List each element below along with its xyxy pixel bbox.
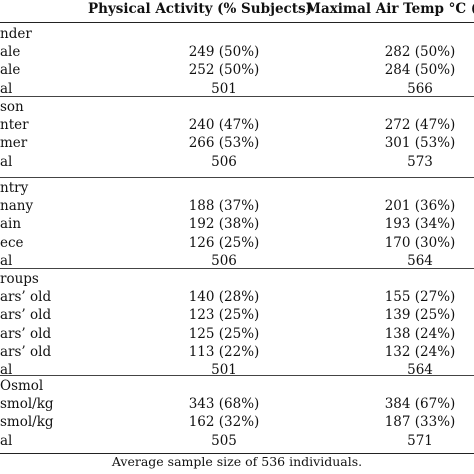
table-row: ars’ old 123 (25%) 139 (25%) [0, 307, 474, 324]
row-label: mer [0, 135, 28, 152]
table-row: al 501 566 [0, 81, 474, 98]
max-air-temp-value: 132 (24%) [384, 343, 456, 360]
physical-activity-value: 343 (68%) [188, 396, 260, 413]
physical-activity-value: 505 [211, 432, 237, 449]
max-air-temp-value: 139 (25%) [384, 307, 456, 324]
row-label: al [0, 432, 13, 449]
physical-activity-value: 249 (50%) [188, 44, 260, 61]
table-row: al 506 564 [0, 253, 474, 270]
group-title-label: Osmol [0, 378, 44, 394]
physical-activity-value: 123 (25%) [188, 307, 260, 324]
physical-activity-value: 240 (47%) [188, 117, 260, 134]
group-title-label: nder [0, 26, 32, 42]
table-caption: Average sample size of 536 individuals. [111, 454, 363, 469]
row-label: ale [0, 44, 21, 61]
group-title-label: son [0, 99, 24, 115]
group-title: roups [0, 271, 474, 288]
max-air-temp-value: 201 (36%) [384, 198, 456, 215]
table-row: al 501 564 [0, 362, 474, 379]
table-row: ars’ old 140 (28%) 155 (27%) [0, 289, 474, 306]
physical-activity-value: 506 [211, 153, 237, 170]
table-row: ars’ old 125 (25%) 138 (24%) [0, 326, 474, 343]
group-title: son [0, 99, 474, 116]
physical-activity-value: 125 (25%) [188, 325, 260, 342]
row-label: nany [0, 198, 34, 215]
max-air-temp-value: 564 [407, 362, 433, 378]
physical-activity-value: 126 (25%) [188, 234, 260, 251]
table-row: al 506 573 [0, 154, 474, 171]
max-air-temp-value: 573 [407, 153, 433, 170]
row-label: smol/kg [0, 414, 54, 431]
physical-activity-value: 266 (53%) [188, 135, 260, 152]
table-row: smol/kg 343 (68%) 384 (67%) [0, 396, 474, 413]
max-air-temp-value: 284 (50%) [384, 62, 456, 79]
physical-activity-value: 188 (37%) [188, 198, 260, 215]
column-header-2: Maximal Air Temp °C (% [306, 1, 474, 17]
physical-activity-value: 192 (38%) [188, 216, 260, 233]
physical-activity-value: 162 (32%) [188, 414, 260, 431]
table-header-row: Physical Activity (% Subjects) Maximal Ai… [0, 1, 474, 18]
row-label: al [0, 80, 13, 97]
max-air-temp-value: 170 (30%) [384, 234, 456, 251]
table-row: ale 252 (50%) 284 (50%) [0, 62, 474, 79]
header-rule [0, 452, 474, 454]
max-air-temp-value: 564 [407, 252, 433, 269]
group-divider [0, 96, 474, 97]
row-label: smol/kg [0, 396, 54, 413]
max-air-temp-value: 272 (47%) [384, 117, 456, 134]
row-label: al [0, 153, 13, 170]
row-label: al [0, 362, 13, 378]
column-header-1: Physical Activity (% Subjects) [88, 1, 312, 17]
row-label: ain [0, 216, 22, 233]
row-label: ars’ old [0, 307, 52, 324]
max-air-temp-value: 193 (34%) [384, 216, 456, 233]
row-label: ars’ old [0, 289, 52, 306]
max-air-temp-value: 187 (33%) [384, 414, 456, 431]
row-label: ece [0, 234, 24, 251]
table-row: nter 240 (47%) 272 (47%) [0, 117, 474, 134]
table-row: nany 188 (37%) 201 (36%) [0, 198, 474, 215]
max-air-temp-value: 138 (24%) [384, 325, 456, 342]
table-row: ale 249 (50%) 282 (50%) [0, 44, 474, 61]
table-row: ain 192 (38%) 193 (34%) [0, 216, 474, 233]
row-label: ars’ old [0, 343, 52, 360]
row-label: ale [0, 62, 21, 79]
group-title-label: ntry [0, 180, 29, 196]
group-divider [0, 177, 474, 178]
table-row: smol/kg 162 (32%) 187 (33%) [0, 414, 474, 431]
group-title-label: roups [0, 271, 39, 287]
physical-activity-value: 113 (22%) [188, 343, 260, 360]
group-title: nder [0, 26, 474, 43]
row-label: al [0, 252, 13, 269]
row-label: nter [0, 117, 29, 134]
physical-activity-value: 252 (50%) [188, 62, 260, 79]
group-divider [0, 268, 474, 269]
max-air-temp-value: 301 (53%) [384, 135, 456, 152]
header-rule [0, 22, 474, 24]
physical-activity-value: 506 [211, 252, 237, 269]
max-air-temp-value: 155 (27%) [384, 289, 456, 306]
table-row: ece 126 (25%) 170 (30%) [0, 235, 474, 252]
max-air-temp-value: 566 [407, 80, 433, 97]
group-divider [0, 375, 474, 376]
group-title: Osmol [0, 378, 474, 395]
max-air-temp-value: 282 (50%) [384, 44, 456, 61]
table-row: ars’ old 113 (22%) 132 (24%) [0, 344, 474, 361]
table-row: al 505 571 [0, 433, 474, 450]
max-air-temp-value: 571 [407, 432, 433, 449]
group-title: ntry [0, 180, 474, 197]
physical-activity-value: 501 [211, 80, 237, 97]
physical-activity-value: 140 (28%) [188, 289, 260, 306]
physical-activity-value: 501 [211, 362, 237, 378]
max-air-temp-value: 384 (67%) [384, 396, 456, 413]
row-label: ars’ old [0, 325, 52, 342]
table-row: mer 266 (53%) 301 (53%) [0, 135, 474, 152]
